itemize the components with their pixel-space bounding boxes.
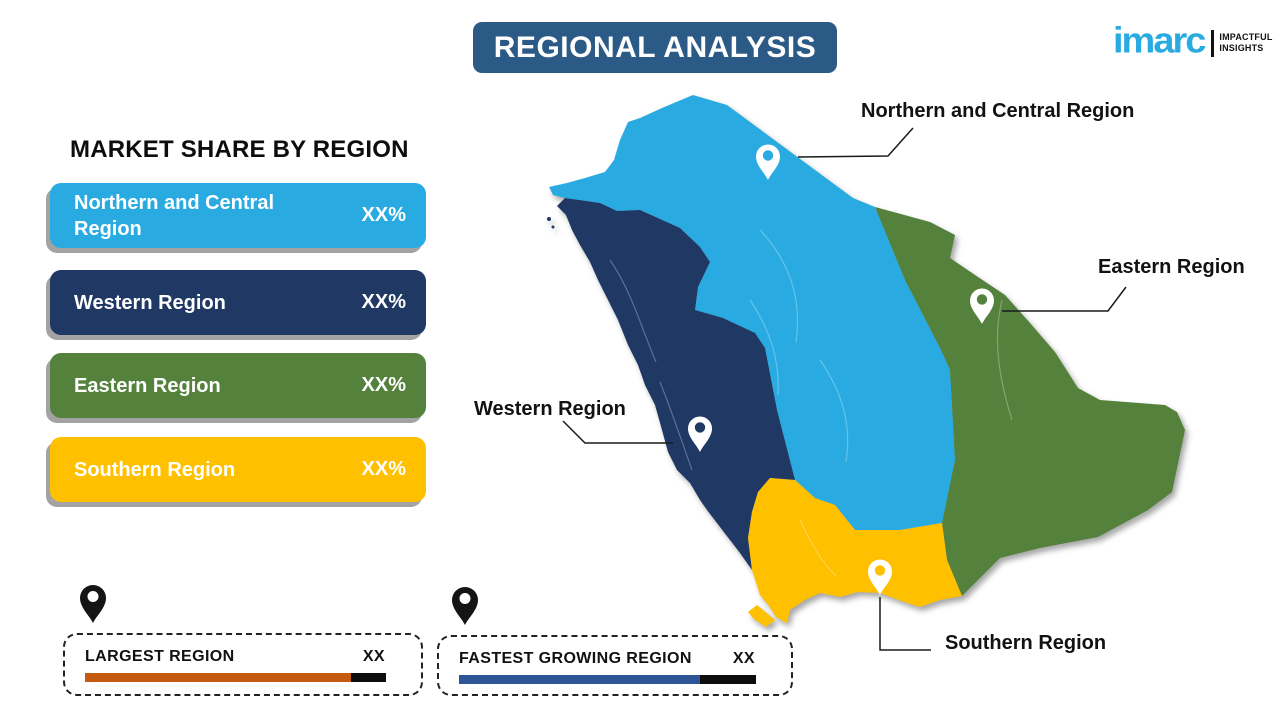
leader-line-southern: [879, 597, 931, 651]
leader-line-western: [562, 420, 673, 444]
legend-item-value: XX%: [361, 374, 406, 396]
largest-region-bar: [85, 673, 386, 682]
saudi-arabia-map: [547, 95, 1185, 651]
fastest-growing-region-callout: FASTEST GROWING REGION XX: [437, 635, 793, 696]
map-island: [748, 605, 775, 627]
legend-item-label: Eastern Region: [74, 374, 221, 397]
legend-item-northern-central: Northern and Central Region XX%: [50, 183, 426, 248]
legend-item-value: XX%: [361, 204, 406, 226]
fastest-growing-region-value: XX: [732, 650, 755, 667]
largest-region-pin-icon: [80, 585, 106, 623]
fastest-growing-region-bar: [459, 675, 756, 684]
logo-tagline-bottom: INSIGHTS: [1219, 43, 1264, 53]
map-label-southern: Southern Region: [945, 632, 1107, 654]
logo-divider: [1211, 29, 1215, 57]
fastest-growing-region-bar-tail: [700, 675, 756, 684]
map-label-northern-central: Northern and Central Region: [861, 100, 1135, 122]
map-label-western: Western Region: [474, 398, 626, 420]
fastest-region-pin-icon: [452, 587, 478, 625]
imarc-logo: imarc IMPACTFUL INSIGHTS: [1113, 22, 1273, 60]
page-title: REGIONAL ANALYSIS: [473, 22, 837, 73]
province-borders: [609, 229, 1013, 577]
map-region-northern-central: [549, 95, 955, 530]
legend-heading: MARKET SHARE BY REGION: [70, 136, 409, 163]
largest-region-label: LARGEST REGION: [85, 648, 235, 665]
map-region-eastern: [875, 207, 1185, 596]
map-region-western: [557, 198, 795, 570]
leader-line-northern: [797, 127, 914, 158]
logo-tagline: IMPACTFUL INSIGHTS: [1219, 32, 1272, 54]
legend-item-value: XX%: [361, 458, 406, 480]
largest-region-callout: LARGEST REGION XX: [63, 633, 423, 696]
legend-item-label: Southern Region: [74, 458, 236, 481]
fastest-growing-region-label: FASTEST GROWING REGION: [459, 650, 692, 667]
map-label-eastern: Eastern Region: [1098, 256, 1245, 278]
legend-item-western: Western Region XX%: [50, 270, 426, 335]
logo-tagline-top: IMPACTFUL: [1219, 32, 1273, 43]
largest-region-bar-fill: [85, 673, 351, 682]
legend-item-eastern: Eastern Region XX%: [50, 353, 426, 418]
legend-item-value: XX%: [361, 291, 406, 313]
fastest-growing-region-bar-fill: [459, 675, 700, 684]
imarc-logo-wordmark: imarc: [1113, 21, 1206, 61]
legend-item-label: Western Region: [74, 291, 226, 314]
legend-item-southern: Southern Region XX%: [50, 437, 426, 502]
largest-region-bar-tail: [351, 673, 386, 682]
map-islet: [547, 217, 551, 221]
map-region-southern: [748, 478, 962, 623]
map-islet: [551, 225, 555, 229]
legend-item-label: Northern and Central Region: [74, 191, 275, 240]
largest-region-value: XX: [362, 648, 385, 665]
leader-line-eastern: [1002, 286, 1127, 312]
